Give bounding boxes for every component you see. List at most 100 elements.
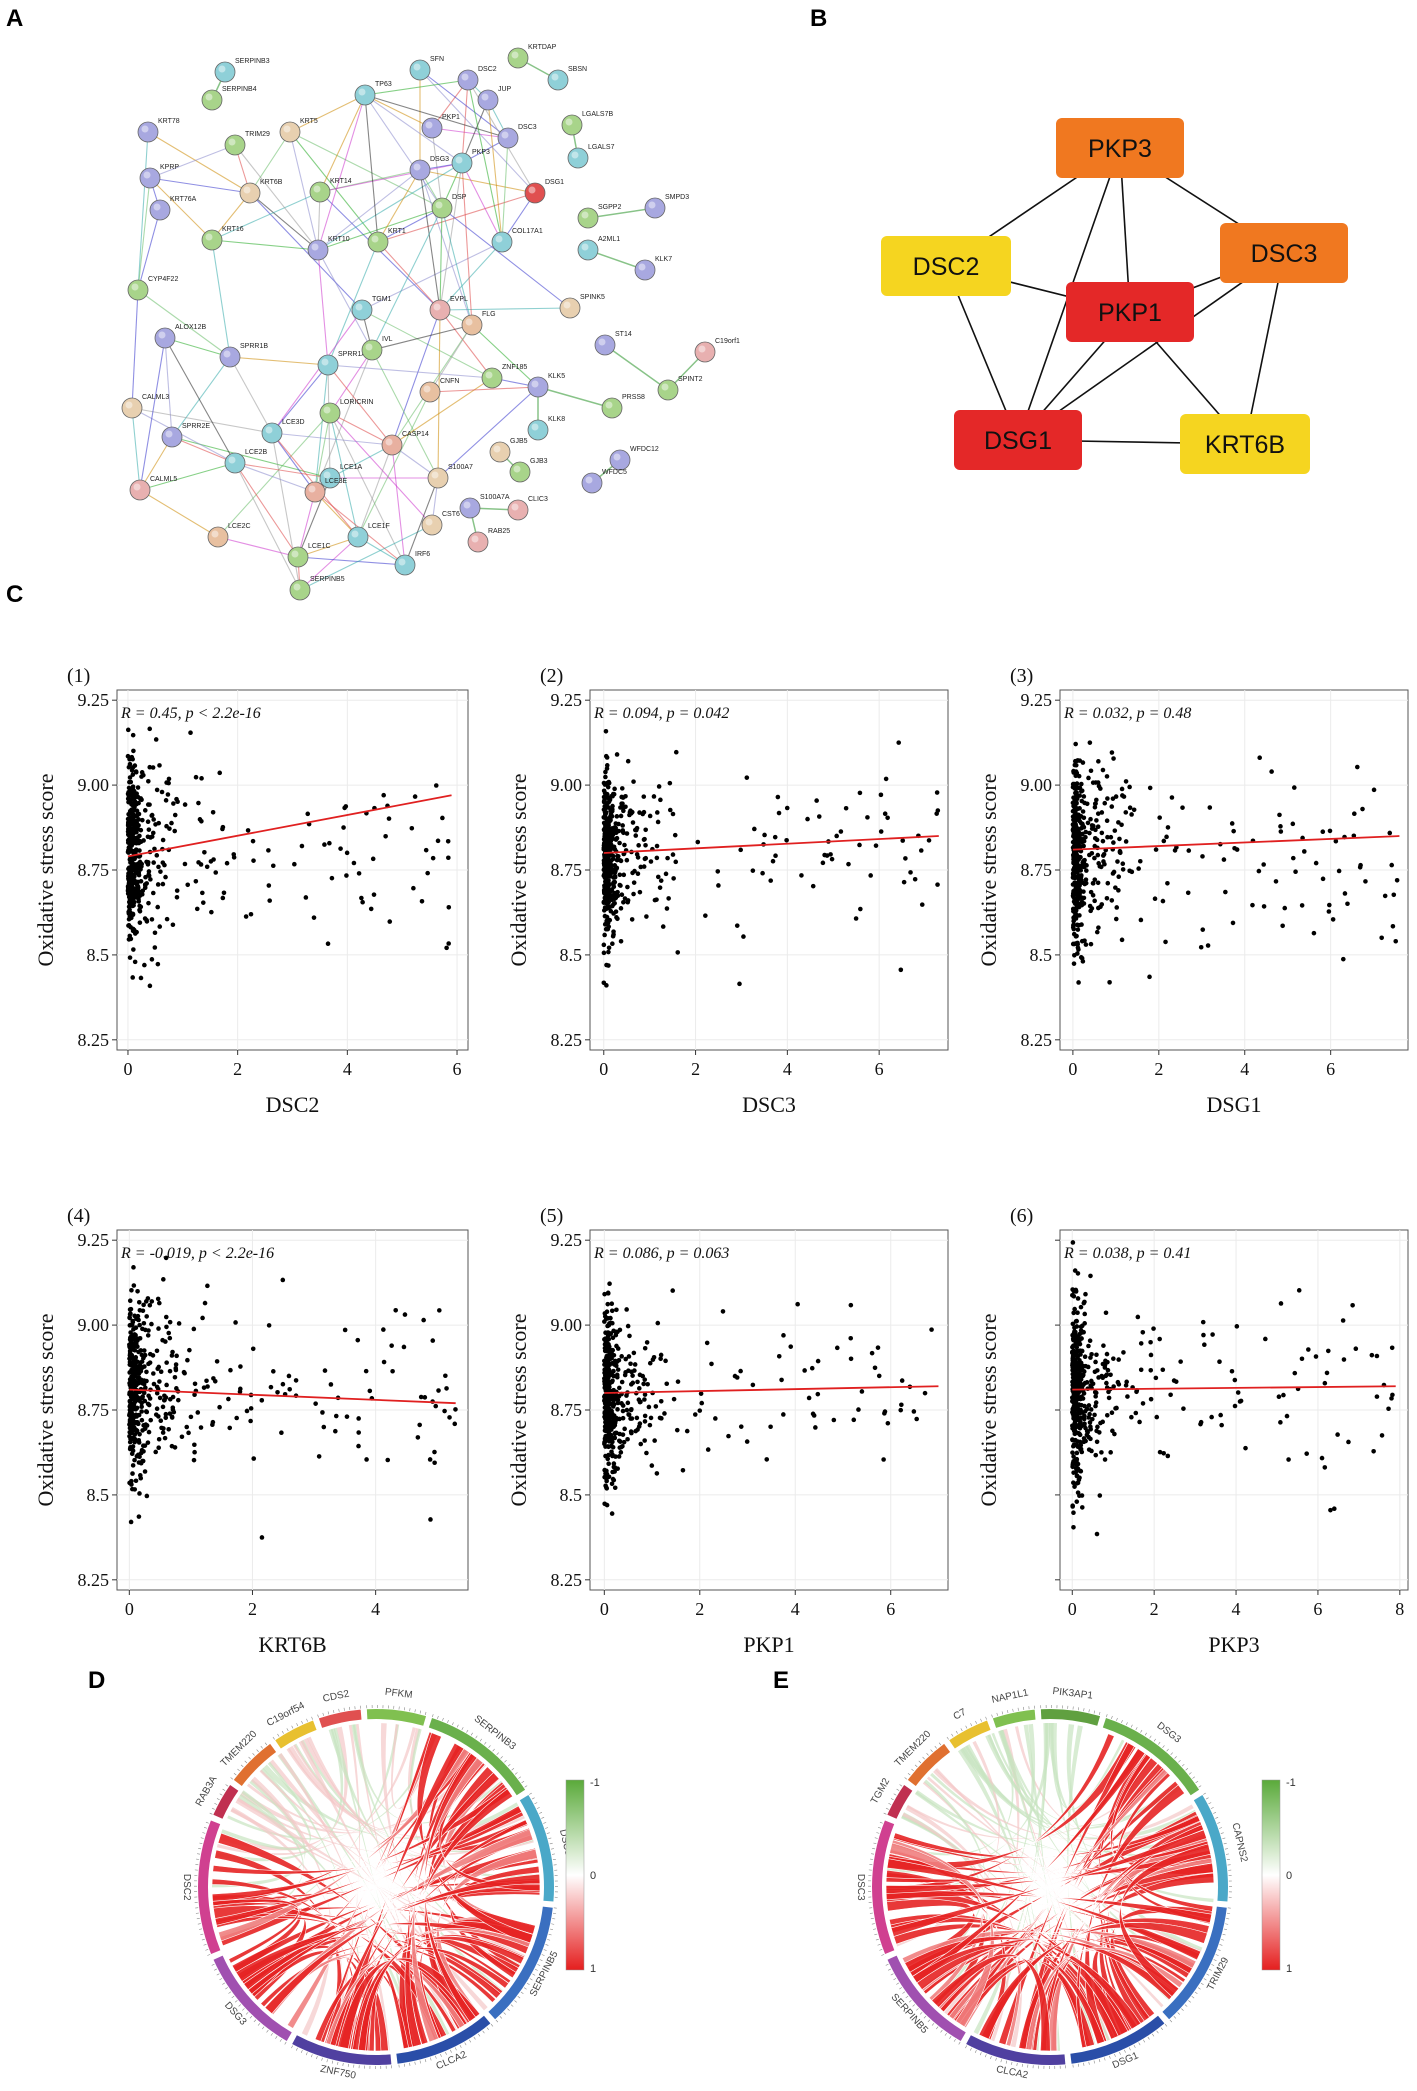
- network-node-highlight: [143, 171, 151, 179]
- scatter-point: [1152, 896, 1158, 902]
- scatter-point: [133, 849, 138, 854]
- scatter-point: [145, 1401, 151, 1407]
- scatter-point: [1082, 857, 1087, 863]
- scatter-point: [605, 1383, 611, 1389]
- scatter-point: [614, 814, 620, 819]
- scatter-point: [202, 1300, 208, 1306]
- scatter-point: [142, 1352, 148, 1358]
- chord-tick: [234, 2000, 238, 2003]
- scatter-point: [1371, 787, 1377, 793]
- scatter-point: [1083, 1291, 1088, 1297]
- network-node: CALML5: [129, 476, 177, 501]
- chord-tick: [343, 1707, 345, 1711]
- scatter-point: [1077, 1421, 1083, 1427]
- scatter-point: [224, 860, 230, 866]
- network-edge: [361, 309, 493, 379]
- hub-node-box: [1056, 118, 1184, 178]
- scatter-point: [617, 840, 622, 846]
- scatter-point: [848, 1335, 854, 1341]
- y-tick-label: 9.25: [78, 1230, 110, 1250]
- network-node-label: COL17A1: [512, 228, 543, 235]
- network-node-label: KRT10: [328, 236, 350, 243]
- panel-label-a: A: [6, 5, 23, 32]
- chord-ribbon: [327, 1772, 500, 2047]
- chord-tick: [1191, 1996, 1195, 1999]
- scatter-point: [127, 775, 133, 780]
- chord-ribbon: [953, 1959, 1095, 2048]
- network-edge: [377, 192, 536, 243]
- scatter-point: [602, 1439, 607, 1445]
- network-node-highlight: [511, 503, 519, 511]
- scatter-point: [132, 1332, 137, 1337]
- chord-ribbon: [1076, 1826, 1205, 2049]
- network-node-highlight: [413, 163, 421, 171]
- scatter-point: [143, 1409, 149, 1414]
- scatter-point: [620, 801, 625, 806]
- network-node-label: CNFN: [440, 378, 459, 385]
- chord-tick: [429, 2057, 432, 2061]
- chord-colorbar: -101: [1261, 1777, 1296, 1975]
- scatter-point: [1135, 1314, 1141, 1320]
- scatter-point: [128, 1306, 134, 1312]
- scatter-point: [1119, 937, 1125, 943]
- chord-arc: [318, 1709, 362, 1728]
- scatter-point: [146, 900, 151, 906]
- scatter-point: [810, 883, 816, 889]
- scatter-point: [198, 1425, 204, 1430]
- scatter-point: [437, 1308, 442, 1313]
- scatter-point: [1083, 829, 1089, 835]
- scatter-point: [389, 1343, 394, 1348]
- scatter-point: [1101, 859, 1106, 864]
- scatter-point: [356, 871, 362, 876]
- scatter-point: [625, 884, 630, 890]
- chord-tick: [1203, 1978, 1207, 1981]
- scatter-point: [605, 1396, 610, 1402]
- scatter-point: [604, 1407, 609, 1413]
- network-node: KRTDAP: [507, 44, 557, 69]
- chord-tick: [432, 1714, 434, 1718]
- network-node-label: KRTDAP: [528, 44, 557, 51]
- scatter-point: [626, 1412, 631, 1417]
- scatter-point: [127, 1362, 133, 1367]
- chord-ribbon: [1119, 1843, 1212, 1998]
- scatter-point: [209, 909, 214, 915]
- scatter-point: [1261, 862, 1266, 867]
- scatter-point: [141, 1348, 147, 1353]
- scatter-point: [776, 1353, 782, 1359]
- scatter-point: [1340, 1318, 1346, 1323]
- scatter-point: [1074, 1499, 1080, 1504]
- scatter-point: [815, 1391, 821, 1397]
- scatter-point: [918, 848, 924, 853]
- scatter-point: [601, 780, 607, 786]
- scatter-point: [656, 784, 662, 789]
- network-node-circle: [601, 397, 623, 419]
- scatter-point: [144, 1314, 149, 1319]
- scatter-point: [127, 761, 133, 767]
- chord-tick: [225, 1987, 228, 1990]
- scatter-point: [695, 839, 701, 845]
- scatter-point: [129, 1341, 135, 1347]
- scatter-point: [629, 917, 635, 922]
- scatter-point: [131, 886, 137, 891]
- colorbar-gradient: [565, 1779, 585, 1971]
- scatter-point: [615, 1466, 620, 1471]
- scatter-point: [631, 891, 636, 897]
- scatter-point: [1071, 1370, 1077, 1375]
- network-node: SPINK5: [559, 294, 605, 319]
- network-node-circle: [367, 231, 389, 253]
- scatter-point: [1335, 1432, 1340, 1437]
- scatter-point: [898, 967, 904, 973]
- chord-tick: [1222, 1837, 1226, 1840]
- scatter-point: [1070, 1504, 1075, 1509]
- scatter-point: [805, 816, 810, 822]
- scatter-point: [1299, 1356, 1305, 1362]
- scatter-point: [1092, 1369, 1098, 1375]
- scatter-point: [715, 869, 721, 874]
- network-node-highlight: [581, 211, 589, 219]
- scatter-point: [1094, 929, 1100, 935]
- scatter-point: [383, 834, 388, 839]
- scatter-point: [1140, 1401, 1146, 1406]
- scatter-point: [1304, 1451, 1309, 1456]
- chord-tick: [270, 2032, 273, 2036]
